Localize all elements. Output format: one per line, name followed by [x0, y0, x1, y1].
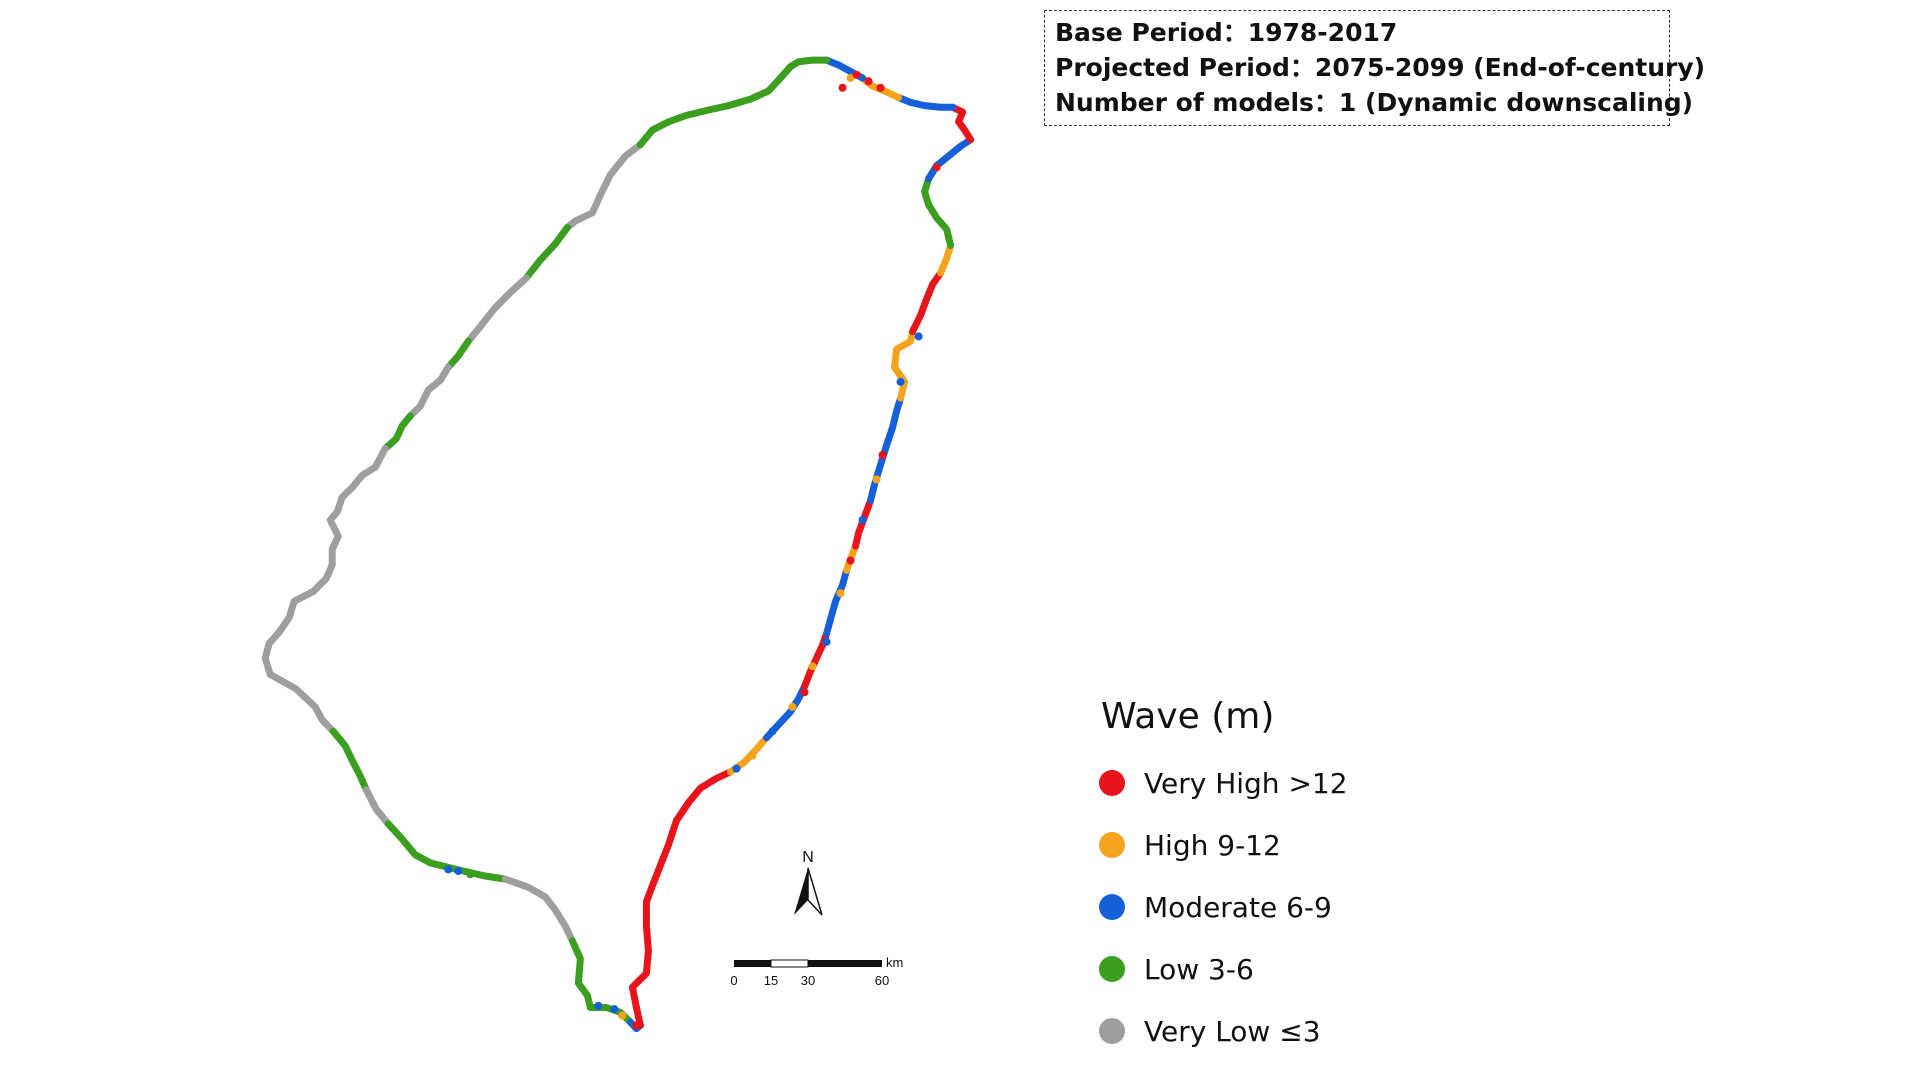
coast-segment [309, 445, 389, 595]
period-info-box: Base Period：1978-2017 Projected Period：2… [1044, 10, 1706, 126]
low-swatch [1099, 956, 1125, 982]
legend-label-moderate: Moderate 6-9 [1144, 890, 1332, 924]
coast-segment [895, 94, 957, 111]
north-arrow: N [794, 849, 823, 916]
coast-speckle [914, 332, 923, 341]
legend-item-low: Low 3-6 [1099, 938, 1429, 1000]
coast-segment [891, 328, 917, 402]
coast-speckle [632, 1021, 641, 1030]
coast-segment [522, 224, 571, 282]
scale-segment-3 [808, 960, 882, 967]
coast-speckle [872, 475, 881, 484]
coastline [261, 56, 975, 1033]
coast-segment [261, 588, 337, 735]
scale-tick-0: 0 [730, 973, 737, 988]
north-arrow-outline [807, 867, 823, 916]
coast-speckle [466, 870, 475, 879]
coast-speckle [454, 867, 463, 875]
coast-speckle [822, 637, 831, 646]
coast-segment [628, 768, 734, 1029]
coast-segment [925, 136, 975, 183]
coast-segment [867, 394, 905, 504]
legend-title: Wave (m) [1101, 696, 1275, 737]
legend-item-very-high: Very High >12 [1099, 752, 1429, 814]
legend-label-very-high: Very High >12 [1144, 766, 1348, 800]
coast-segment [724, 63, 795, 110]
projected-period-text: Projected Period：2075-2099 (End-of-centu… [1055, 53, 1706, 82]
coast-segment [406, 363, 452, 420]
high-swatch [1099, 832, 1125, 858]
coast-speckle [788, 702, 797, 711]
coast-segment [563, 141, 644, 231]
coast-speckle [876, 83, 885, 92]
coast-speckle [748, 751, 757, 760]
scale-tick-30: 30 [801, 973, 815, 988]
scale-bar: km 0 15 30 60 [730, 955, 903, 988]
coast-speckle [932, 163, 941, 172]
coast-segment [329, 727, 370, 794]
coast-speckle [768, 727, 777, 736]
scale-segment-1 [734, 960, 771, 967]
coast-speckle [732, 764, 741, 773]
north-label: N [802, 849, 814, 866]
very-low-swatch [1099, 1018, 1125, 1044]
coast-segment [384, 820, 509, 883]
coast-speckle [896, 377, 905, 386]
legend-label-low: Low 3-6 [1144, 952, 1254, 986]
coast-segment [937, 241, 955, 277]
coast-speckle [858, 516, 867, 524]
coast-speckle [838, 83, 847, 92]
coast-speckle [800, 688, 809, 697]
coast-speckle [594, 1001, 603, 1010]
very-high-swatch [1099, 770, 1125, 796]
wave-legend: Wave (m) Very High >12 High 9-12 Moderat… [1099, 692, 1429, 1062]
coast-speckle [444, 865, 453, 874]
coast-speckle [846, 74, 855, 82]
coast-speckle [878, 451, 887, 459]
coast-segment [787, 56, 831, 71]
coast-segment [362, 786, 392, 828]
coast-speckle [610, 1005, 619, 1014]
moderate-swatch [1099, 894, 1125, 920]
north-arrow-icon [794, 868, 808, 915]
base-period-text: Base Period：1978-2017 [1055, 18, 1398, 47]
scale-unit: km [886, 955, 903, 970]
coast-speckle [846, 556, 855, 565]
coast-segment [909, 269, 945, 335]
coast-segment [921, 175, 955, 249]
coast-speckle [852, 70, 861, 79]
coast-segment [852, 497, 875, 550]
coast-speckle [836, 589, 845, 598]
coast-segment [444, 337, 472, 371]
legend-label-very-low: Very Low ≤3 [1144, 1014, 1321, 1048]
scale-tick-60: 60 [875, 973, 889, 988]
coast-segment [381, 412, 414, 452]
coast-segment [636, 102, 732, 149]
coast-speckle [618, 1011, 627, 1020]
coast-segment [464, 274, 530, 345]
coast-segment [949, 103, 975, 144]
legend-item-moderate: Moderate 6-9 [1099, 876, 1429, 938]
legend-item-high: High 9-12 [1099, 814, 1429, 876]
coast-segment [501, 875, 576, 945]
num-models-text: Number of models：1 (Dynamic downscaling) [1055, 88, 1694, 117]
scale-segment-2 [770, 959, 809, 968]
legend-item-very-low: Very Low ≤3 [1099, 1000, 1429, 1062]
coast-segment [568, 937, 594, 1011]
coast-speckle [808, 662, 817, 671]
coast-segment [823, 566, 851, 638]
coast-speckle [864, 77, 873, 86]
legend-label-high: High 9-12 [1144, 828, 1281, 862]
scale-tick-15: 15 [764, 973, 778, 988]
